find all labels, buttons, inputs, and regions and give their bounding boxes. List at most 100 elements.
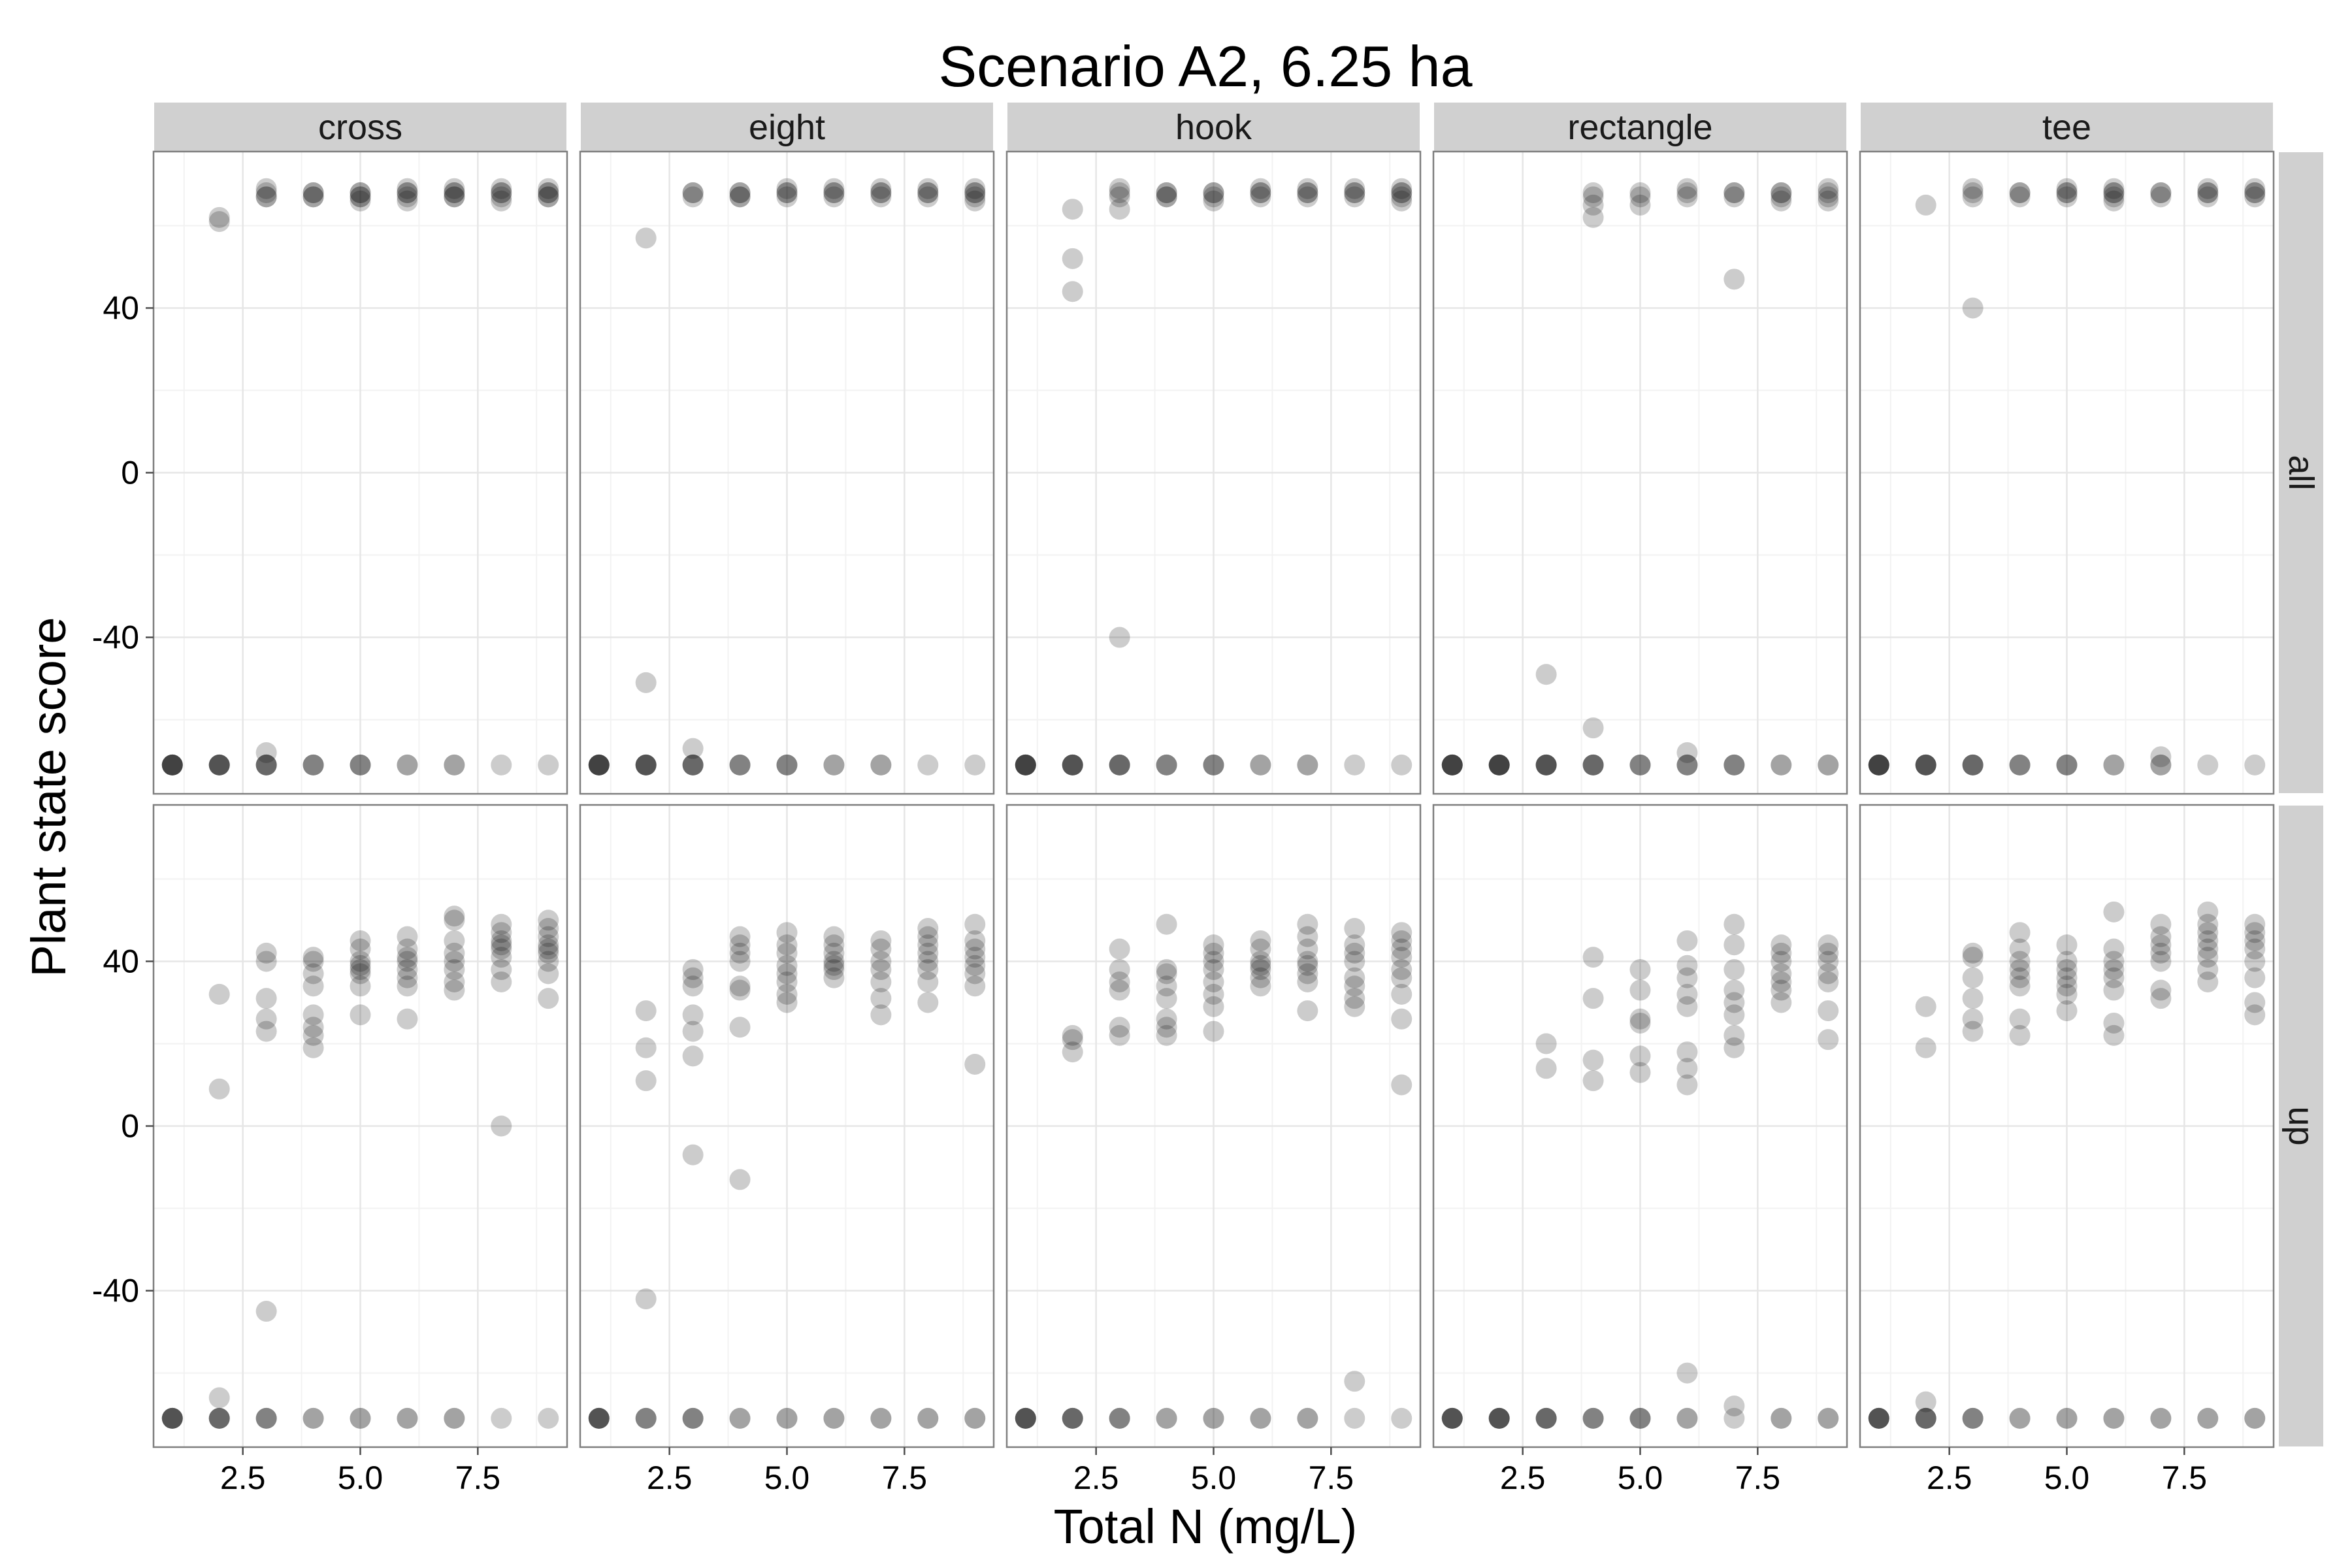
data-point xyxy=(1868,1407,1889,1429)
data-point xyxy=(1868,1407,1889,1429)
data-point xyxy=(729,186,751,208)
data-point xyxy=(2009,1407,2031,1429)
data-point xyxy=(538,934,559,956)
data-point xyxy=(350,930,371,951)
data-point xyxy=(2056,1407,2078,1429)
data-point xyxy=(870,1407,892,1429)
x-tick-label: 7.5 xyxy=(1309,1460,1354,1496)
x-tick-label: 7.5 xyxy=(1735,1460,1781,1496)
data-point xyxy=(1676,930,1698,951)
data-point xyxy=(1676,955,1698,976)
data-point xyxy=(776,178,798,199)
x-tick-label: 7.5 xyxy=(455,1460,501,1496)
data-point xyxy=(1109,754,1130,776)
data-point xyxy=(350,186,371,208)
panels-layer: cross eight hook rectangle tee all up -40 0 40 -40… xyxy=(92,101,2325,1496)
data-point xyxy=(350,190,371,212)
data-point xyxy=(917,942,939,964)
data-point xyxy=(1441,1407,1463,1429)
data-point xyxy=(1391,922,1413,943)
data-point xyxy=(1535,754,1557,776)
data-point xyxy=(1203,182,1224,204)
data-point xyxy=(1109,1017,1130,1038)
data-point xyxy=(964,754,986,776)
data-point xyxy=(729,975,751,997)
data-point xyxy=(397,1407,418,1429)
data-point xyxy=(2009,975,2031,997)
data-point xyxy=(1676,967,1698,988)
data-point xyxy=(255,742,277,763)
data-point xyxy=(729,186,751,208)
data-point xyxy=(1062,1407,1083,1429)
data-point xyxy=(682,959,704,981)
strip-eight xyxy=(580,101,994,152)
data-point xyxy=(1723,959,1745,981)
data-point xyxy=(776,992,798,1013)
panel-border xyxy=(1432,150,1848,795)
data-point xyxy=(1250,930,1271,951)
data-point xyxy=(491,959,512,981)
data-point xyxy=(1156,186,1177,208)
data-point xyxy=(444,1407,465,1429)
data-point xyxy=(1818,971,1839,992)
data-point xyxy=(2056,1000,2078,1022)
data-point xyxy=(302,947,324,968)
data-point xyxy=(444,182,465,204)
data-point xyxy=(1109,971,1130,992)
data-point xyxy=(208,754,230,776)
data-point xyxy=(1676,1407,1698,1429)
data-point xyxy=(1441,754,1463,776)
data-point xyxy=(397,1008,418,1030)
data-point xyxy=(161,754,183,776)
data-point xyxy=(635,227,657,249)
data-point xyxy=(1250,967,1271,988)
data-point xyxy=(729,754,751,776)
data-point xyxy=(1203,1021,1224,1042)
data-point xyxy=(1344,754,1365,776)
data-point xyxy=(255,1407,277,1429)
data-point xyxy=(588,754,610,776)
strip-label-hook: hook xyxy=(1175,108,1252,147)
data-point xyxy=(208,1387,230,1409)
data-point xyxy=(1771,971,1792,992)
data-point xyxy=(302,186,324,208)
data-point xyxy=(1962,754,1984,776)
data-point xyxy=(1582,947,1604,968)
data-point xyxy=(208,1407,230,1429)
data-point xyxy=(729,754,751,776)
data-point xyxy=(491,186,512,208)
data-point xyxy=(1818,1407,1839,1429)
data-point xyxy=(964,1407,986,1429)
data-point xyxy=(2103,901,2125,923)
data-point xyxy=(1676,1362,1698,1384)
data-point xyxy=(1818,963,1839,985)
data-point xyxy=(161,1407,183,1429)
data-point xyxy=(1723,1037,1745,1058)
data-point xyxy=(1391,1008,1413,1030)
data-point xyxy=(776,963,798,985)
data-point xyxy=(964,1407,986,1429)
data-point xyxy=(1676,178,1698,199)
data-point xyxy=(2056,967,2078,988)
data-point xyxy=(1582,754,1604,776)
data-point xyxy=(302,975,324,997)
data-point xyxy=(1203,942,1224,964)
data-point xyxy=(208,754,230,776)
data-point xyxy=(1488,754,1510,776)
data-point xyxy=(1629,959,1651,981)
data-point xyxy=(2103,186,2125,208)
data-point xyxy=(208,1407,230,1429)
data-point xyxy=(1109,754,1130,776)
data-point xyxy=(538,1407,559,1429)
data-point xyxy=(350,182,371,204)
data-point xyxy=(870,182,892,204)
data-point xyxy=(729,942,751,964)
data-point xyxy=(1488,1407,1510,1429)
data-point xyxy=(2103,1012,2125,1034)
data-point xyxy=(1391,182,1413,204)
data-point xyxy=(1156,1024,1177,1046)
data-point xyxy=(682,754,704,776)
data-point xyxy=(729,182,751,204)
data-point xyxy=(2056,182,2078,204)
data-point xyxy=(491,190,512,212)
